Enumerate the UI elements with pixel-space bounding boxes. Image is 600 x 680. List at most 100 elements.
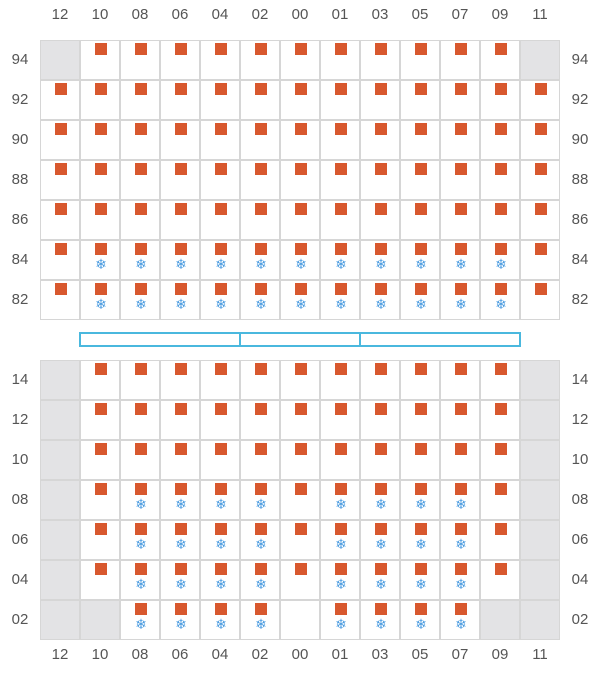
slot-cell[interactable] — [480, 80, 520, 120]
slot-cell[interactable]: ❄ — [240, 520, 280, 560]
slot-cell[interactable] — [520, 240, 560, 280]
slot-cell[interactable] — [360, 120, 400, 160]
slot-cell[interactable]: ❄ — [400, 280, 440, 320]
slot-cell[interactable] — [440, 200, 480, 240]
slot-cell[interactable] — [480, 560, 520, 600]
slot-cell[interactable]: ❄ — [400, 520, 440, 560]
slot-cell[interactable] — [40, 280, 80, 320]
slot-cell[interactable]: ❄ — [320, 600, 360, 640]
slot-cell[interactable]: ❄ — [120, 560, 160, 600]
slot-cell[interactable]: ❄ — [360, 240, 400, 280]
slot-cell[interactable]: ❄ — [200, 480, 240, 520]
slot-cell[interactable]: ❄ — [160, 240, 200, 280]
slot-cell[interactable] — [320, 80, 360, 120]
slot-cell[interactable]: ❄ — [240, 600, 280, 640]
slot-cell[interactable] — [80, 200, 120, 240]
slot-cell[interactable] — [280, 360, 320, 400]
slot-cell[interactable] — [280, 400, 320, 440]
slot-cell[interactable] — [440, 440, 480, 480]
slot-cell[interactable]: ❄ — [160, 280, 200, 320]
slot-cell[interactable] — [480, 200, 520, 240]
slot-cell[interactable] — [440, 40, 480, 80]
slot-cell[interactable] — [520, 160, 560, 200]
slot-cell[interactable] — [80, 360, 120, 400]
slot-cell[interactable]: ❄ — [160, 480, 200, 520]
slot-cell[interactable]: ❄ — [360, 280, 400, 320]
slot-cell[interactable] — [40, 440, 80, 480]
slot-cell[interactable]: ❄ — [240, 560, 280, 600]
slot-cell[interactable] — [400, 200, 440, 240]
slot-cell[interactable] — [40, 160, 80, 200]
slot-cell[interactable]: ❄ — [120, 240, 160, 280]
slot-cell[interactable] — [200, 160, 240, 200]
slot-cell[interactable] — [320, 440, 360, 480]
slot-cell[interactable]: ❄ — [360, 560, 400, 600]
slot-cell[interactable] — [200, 200, 240, 240]
slot-cell[interactable] — [440, 160, 480, 200]
slot-cell[interactable] — [120, 120, 160, 160]
slot-cell[interactable]: ❄ — [200, 560, 240, 600]
slot-cell[interactable]: ❄ — [480, 280, 520, 320]
slot-cell[interactable]: ❄ — [120, 600, 160, 640]
slot-cell[interactable]: ❄ — [280, 280, 320, 320]
slot-cell[interactable] — [40, 240, 80, 280]
slot-cell[interactable] — [200, 400, 240, 440]
slot-cell[interactable] — [360, 200, 400, 240]
slot-cell[interactable] — [40, 40, 80, 80]
slot-cell[interactable] — [120, 40, 160, 80]
slot-cell[interactable] — [480, 520, 520, 560]
slot-cell[interactable] — [280, 200, 320, 240]
slot-cell[interactable] — [360, 440, 400, 480]
slot-cell[interactable] — [120, 360, 160, 400]
slot-cell[interactable] — [80, 480, 120, 520]
slot-cell[interactable]: ❄ — [120, 520, 160, 560]
slot-cell[interactable]: ❄ — [320, 520, 360, 560]
slot-cell[interactable] — [320, 360, 360, 400]
slot-cell[interactable] — [240, 120, 280, 160]
slot-cell[interactable] — [120, 160, 160, 200]
slot-cell[interactable] — [80, 40, 120, 80]
slot-cell[interactable]: ❄ — [120, 280, 160, 320]
slot-cell[interactable]: ❄ — [240, 280, 280, 320]
slot-cell[interactable] — [200, 440, 240, 480]
slot-cell[interactable] — [280, 440, 320, 480]
slot-cell[interactable]: ❄ — [480, 240, 520, 280]
slot-cell[interactable] — [120, 80, 160, 120]
slot-cell[interactable] — [520, 440, 560, 480]
slot-cell[interactable] — [480, 400, 520, 440]
slot-cell[interactable] — [240, 400, 280, 440]
slot-cell[interactable] — [320, 200, 360, 240]
slot-cell[interactable] — [80, 120, 120, 160]
slot-cell[interactable]: ❄ — [360, 480, 400, 520]
slot-cell[interactable] — [120, 440, 160, 480]
slot-cell[interactable]: ❄ — [320, 480, 360, 520]
slot-cell[interactable] — [480, 40, 520, 80]
slot-cell[interactable]: ❄ — [80, 240, 120, 280]
slot-cell[interactable] — [320, 400, 360, 440]
slot-cell[interactable] — [40, 480, 80, 520]
slot-cell[interactable] — [520, 280, 560, 320]
slot-cell[interactable] — [40, 80, 80, 120]
slot-cell[interactable] — [280, 600, 320, 640]
slot-cell[interactable] — [480, 120, 520, 160]
slot-cell[interactable] — [440, 360, 480, 400]
slot-cell[interactable] — [520, 80, 560, 120]
slot-cell[interactable] — [320, 40, 360, 80]
slot-cell[interactable] — [80, 560, 120, 600]
slot-cell[interactable] — [480, 480, 520, 520]
slot-cell[interactable] — [360, 360, 400, 400]
slot-cell[interactable] — [40, 520, 80, 560]
slot-cell[interactable] — [120, 200, 160, 240]
slot-cell[interactable]: ❄ — [400, 600, 440, 640]
slot-cell[interactable] — [320, 120, 360, 160]
slot-cell[interactable]: ❄ — [320, 240, 360, 280]
slot-cell[interactable] — [400, 440, 440, 480]
slot-cell[interactable] — [520, 400, 560, 440]
slot-cell[interactable] — [320, 160, 360, 200]
slot-cell[interactable]: ❄ — [440, 560, 480, 600]
slot-cell[interactable] — [200, 40, 240, 80]
slot-cell[interactable] — [520, 520, 560, 560]
slot-cell[interactable]: ❄ — [400, 240, 440, 280]
slot-cell[interactable] — [480, 160, 520, 200]
slot-cell[interactable]: ❄ — [200, 280, 240, 320]
